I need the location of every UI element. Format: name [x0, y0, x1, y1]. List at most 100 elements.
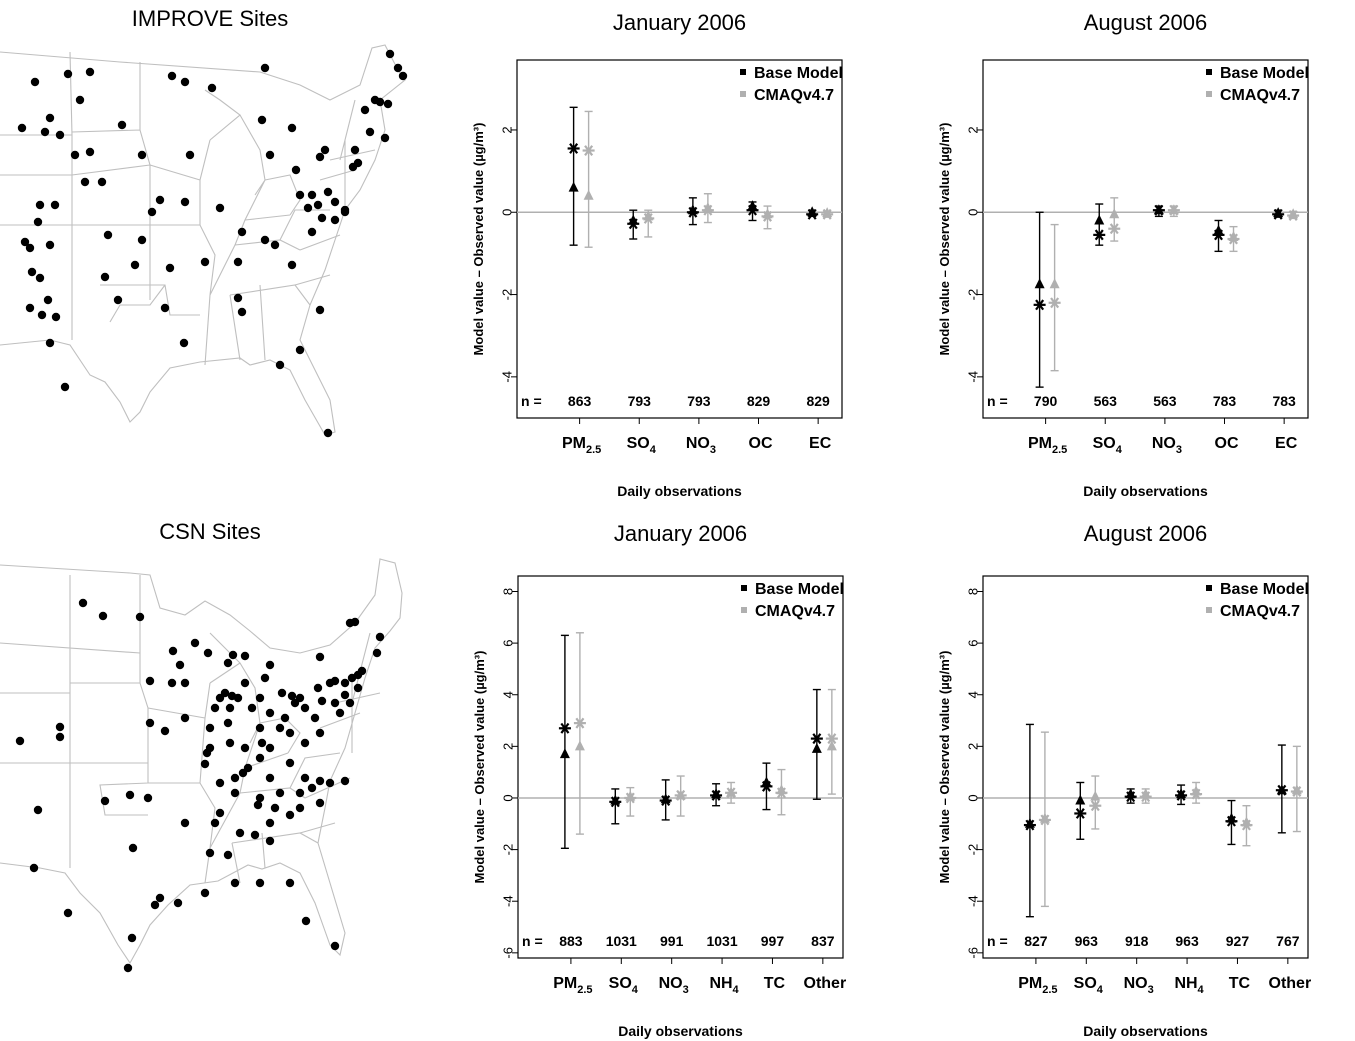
- category-label: PM2.5: [553, 975, 592, 996]
- site-marker: [123, 963, 133, 973]
- legend-swatch: [1206, 69, 1212, 75]
- site-marker: [17, 123, 27, 133]
- site-marker: [150, 900, 160, 910]
- site-marker: [315, 652, 325, 662]
- legend-label: Base Model: [1220, 65, 1309, 82]
- site-marker: [75, 95, 85, 105]
- n-value: 927: [1226, 933, 1250, 949]
- csn-sites-map: [0, 558, 403, 973]
- site-marker: [173, 898, 183, 908]
- n-value: 783: [1272, 393, 1296, 409]
- y-axis-label: Model value – Observed value (µg/m³): [472, 651, 487, 884]
- n-value: 883: [559, 933, 583, 949]
- plot-frame: [982, 575, 1309, 959]
- legend-swatch: [1206, 585, 1212, 591]
- mean-marker: [776, 787, 786, 799]
- site-marker: [257, 115, 267, 125]
- site-marker: [203, 648, 213, 658]
- site-marker: [29, 863, 39, 873]
- mean-marker: [1126, 791, 1136, 803]
- site-marker: [255, 693, 265, 703]
- site-marker: [330, 197, 340, 207]
- mean-marker: [643, 212, 653, 224]
- site-marker: [301, 916, 311, 926]
- legend-swatch: [740, 91, 746, 97]
- y-tick-label: -4: [966, 371, 981, 383]
- category-label: SO4: [1074, 975, 1104, 996]
- site-marker: [255, 878, 265, 888]
- series-cmaq: [1038, 731, 1303, 908]
- site-marker: [179, 338, 189, 348]
- mean-marker: [812, 733, 822, 745]
- series-cmaq: [582, 110, 834, 248]
- site-marker: [285, 758, 295, 768]
- site-marker: [247, 703, 257, 713]
- mean-marker: [1050, 297, 1060, 309]
- n-value: 829: [747, 393, 771, 409]
- y-tick-label: 0: [500, 209, 515, 216]
- chart-csn-august: August 2006 -6 -4 -2 0 2 4 6 8 Model value – Obse…: [937, 521, 1311, 1039]
- site-marker: [145, 676, 155, 686]
- category-label: SO4: [627, 435, 657, 456]
- site-marker: [45, 113, 55, 123]
- y-tick-label: -2: [501, 844, 516, 856]
- legend-swatch: [740, 69, 746, 75]
- site-marker: [125, 790, 135, 800]
- site-marker: [230, 788, 240, 798]
- legend-swatch: [741, 607, 747, 613]
- n-label: n =: [987, 933, 1008, 949]
- category-label: TC: [764, 975, 786, 992]
- site-marker: [287, 260, 297, 270]
- median-marker: [1075, 794, 1086, 805]
- y-tick-label: -4: [500, 371, 515, 383]
- site-marker: [345, 698, 355, 708]
- improve-sites-map: [0, 44, 408, 438]
- site-marker: [237, 307, 247, 317]
- mean-marker: [1154, 204, 1164, 216]
- n-value: 793: [687, 393, 711, 409]
- site-marker: [255, 793, 265, 803]
- mean-marker: [1109, 223, 1119, 235]
- n-value: 563: [1094, 393, 1118, 409]
- category-label: SO4: [1093, 435, 1123, 456]
- n-value: 837: [811, 933, 835, 949]
- mean-marker: [1191, 788, 1201, 800]
- site-marker: [330, 941, 340, 951]
- series-base-model: [1023, 723, 1288, 918]
- y-tick-label: 8: [966, 588, 981, 595]
- mean-marker: [726, 787, 736, 799]
- site-marker: [265, 743, 275, 753]
- site-marker: [277, 688, 287, 698]
- category-label: NO3: [1152, 435, 1182, 456]
- legend-label: Base Model: [755, 581, 844, 598]
- site-marker: [145, 718, 155, 728]
- n-value: 991: [660, 933, 684, 949]
- mean-marker: [711, 789, 721, 801]
- n-value: 793: [628, 393, 652, 409]
- mean-marker: [1040, 814, 1050, 826]
- site-marker: [340, 678, 350, 688]
- mean-marker: [748, 204, 757, 216]
- site-marker: [128, 843, 138, 853]
- legend-label: Base Model: [1220, 581, 1309, 598]
- category-label: NO3: [659, 975, 689, 996]
- site-marker: [383, 99, 393, 109]
- site-marker: [295, 345, 305, 355]
- median-marker: [1090, 790, 1101, 801]
- site-marker: [205, 848, 215, 858]
- site-marker: [253, 800, 263, 810]
- site-marker: [275, 360, 285, 370]
- site-marker: [168, 646, 178, 656]
- site-marker: [240, 678, 250, 688]
- site-marker: [238, 768, 248, 778]
- y-axis-label: Model value – Observed value (µg/m³): [937, 123, 952, 356]
- y-tick-label: -4: [501, 895, 516, 907]
- site-marker: [325, 778, 335, 788]
- mean-marker: [625, 792, 635, 804]
- plot-frame: [516, 59, 843, 419]
- site-marker: [25, 243, 35, 253]
- site-marker: [33, 805, 43, 815]
- site-marker: [117, 120, 127, 130]
- chart-title: August 2006: [1084, 521, 1208, 546]
- mean-marker: [1229, 233, 1238, 245]
